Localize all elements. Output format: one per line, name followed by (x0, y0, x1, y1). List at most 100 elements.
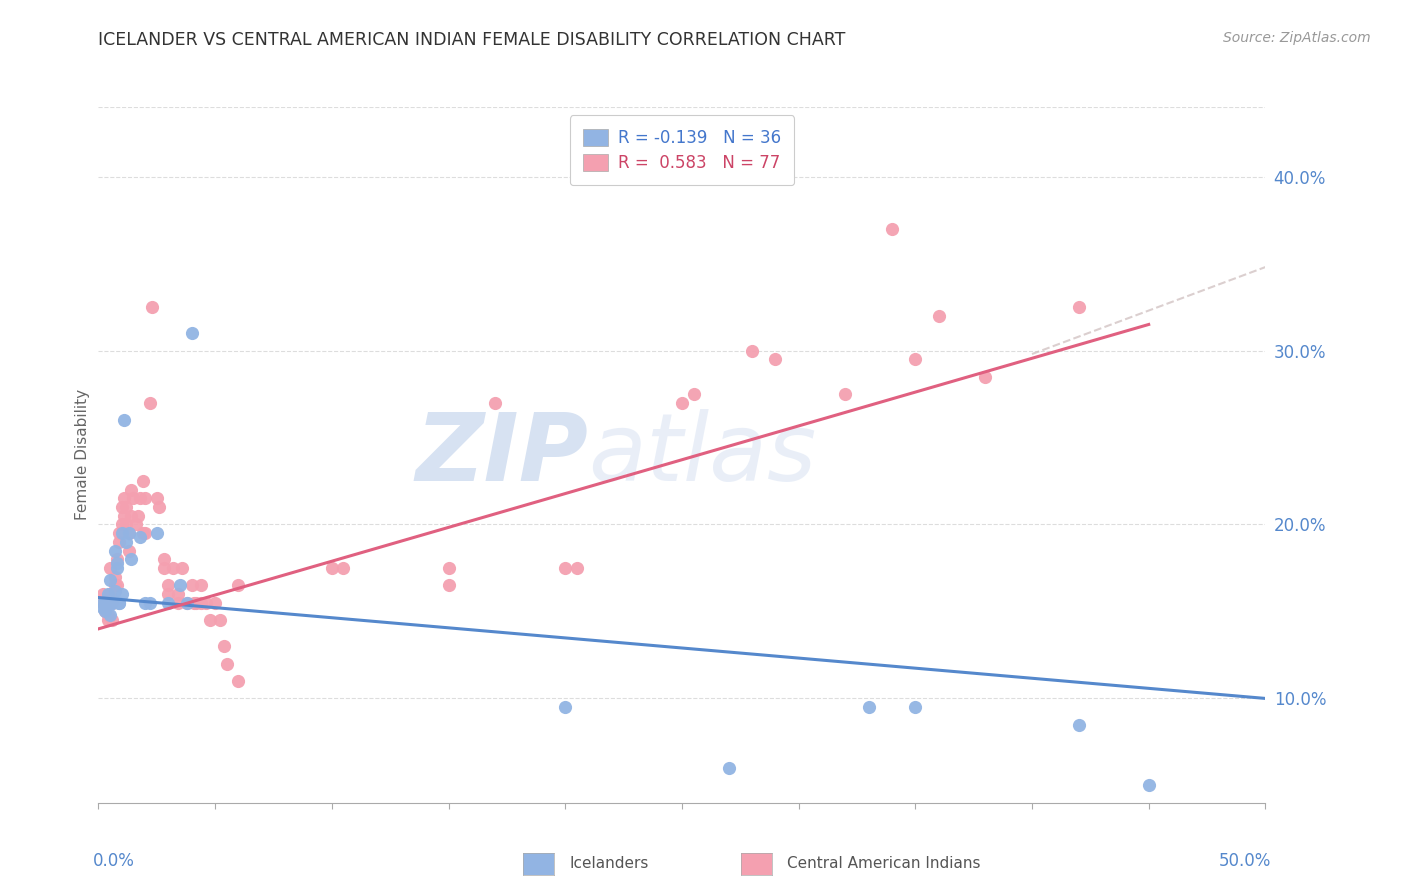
Point (108, 596, 131, 610)
Point (134, 491, 156, 506)
Point (112, 413, 135, 427)
Point (91, 601, 114, 615)
Point (157, 596, 180, 610)
Point (148, 500, 170, 514)
Point (125, 517, 148, 532)
Point (162, 561, 184, 575)
Point (91, 587, 114, 601)
Point (974, 369, 997, 384)
Point (139, 596, 162, 610)
Point (97, 596, 120, 610)
Point (152, 552, 174, 566)
Legend: R = -0.139   N = 36, R =  0.583   N = 77: R = -0.139 N = 36, R = 0.583 N = 77 (569, 115, 794, 185)
Point (141, 300, 163, 314)
Point (1067, 300, 1090, 314)
Point (115, 517, 138, 532)
Point (166, 596, 188, 610)
Point (105, 561, 128, 575)
Point (112, 508, 135, 523)
Point (98, 573, 121, 587)
Point (94, 596, 117, 610)
Point (104, 583, 127, 598)
Point (97, 587, 120, 601)
Point (120, 483, 142, 497)
Point (115, 534, 138, 549)
Point (108, 526, 131, 541)
Point (146, 491, 169, 506)
Point (132, 526, 155, 541)
Point (134, 526, 156, 541)
Point (152, 561, 174, 575)
Point (858, 700, 880, 714)
Point (214, 639, 236, 653)
Point (94, 605, 117, 619)
Point (180, 326, 202, 340)
Point (134, 596, 156, 610)
Point (129, 530, 152, 544)
Point (215, 657, 238, 671)
Point (118, 543, 141, 558)
Point (176, 596, 198, 610)
Point (928, 309, 950, 323)
Point (91, 596, 114, 610)
Point (120, 508, 142, 523)
Point (437, 561, 460, 575)
Point (111, 526, 134, 541)
Point (190, 596, 212, 610)
Point (228, 674, 250, 689)
Point (904, 352, 927, 367)
Point (157, 587, 180, 601)
Point (111, 517, 134, 532)
Point (132, 474, 155, 488)
Point (208, 613, 231, 627)
Point (565, 561, 588, 575)
Point (129, 491, 152, 506)
Text: ZIP: ZIP (416, 409, 589, 501)
Point (166, 587, 188, 601)
Point (204, 596, 226, 610)
Point (118, 526, 141, 541)
Point (94, 605, 117, 619)
Point (554, 561, 576, 575)
Point (120, 552, 142, 566)
Point (105, 556, 128, 570)
Point (169, 578, 191, 592)
Point (105, 578, 128, 592)
Point (101, 596, 124, 610)
Point (176, 596, 198, 610)
Point (111, 500, 134, 514)
Point (101, 596, 124, 610)
Y-axis label: Female Disability: Female Disability (75, 389, 90, 521)
Point (741, 343, 763, 358)
Text: atlas: atlas (589, 409, 817, 500)
Point (91, 596, 114, 610)
Point (105, 552, 128, 566)
Point (146, 526, 169, 541)
Point (554, 700, 576, 714)
Point (104, 578, 127, 592)
Point (139, 395, 162, 409)
Point (834, 387, 856, 401)
Point (97, 607, 120, 622)
Point (122, 491, 145, 506)
Point (484, 395, 506, 409)
Point (682, 387, 704, 401)
Text: 0.0%: 0.0% (93, 852, 135, 870)
Point (108, 534, 131, 549)
Point (172, 561, 194, 575)
Point (332, 561, 354, 575)
Point (98, 587, 121, 601)
Point (437, 578, 460, 592)
Text: Icelanders: Icelanders (569, 856, 648, 871)
Point (321, 561, 343, 575)
Point (111, 587, 134, 601)
Point (200, 613, 222, 627)
Point (671, 395, 693, 409)
Point (186, 596, 208, 610)
Point (98, 607, 121, 622)
Point (228, 578, 250, 592)
Point (717, 761, 740, 775)
Text: 50.0%: 50.0% (1219, 852, 1271, 870)
Point (157, 578, 180, 592)
Point (104, 570, 127, 584)
